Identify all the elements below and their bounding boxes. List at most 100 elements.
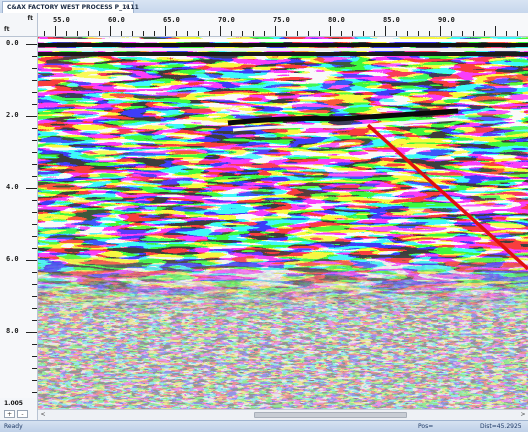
x-tick-label: 75.0	[273, 16, 290, 24]
zoom-control: 1.005 + -	[0, 398, 38, 420]
y-tick-label: 0.0	[6, 39, 19, 47]
y-minor-tick	[32, 164, 37, 165]
x-major-tick	[220, 26, 221, 36]
x-minor-tick	[418, 31, 419, 36]
y-minor-tick	[32, 212, 37, 213]
zoom-out-button[interactable]: -	[17, 410, 28, 418]
x-minor-tick	[99, 31, 100, 36]
x-major-tick	[110, 26, 111, 36]
y-tick-label: 6.0	[6, 255, 19, 263]
x-major-tick	[275, 26, 276, 36]
x-tick-label: 70.0	[218, 16, 235, 24]
y-major-tick	[26, 116, 37, 117]
x-major-tick	[495, 26, 496, 36]
x-minor-tick	[242, 31, 243, 36]
y-minor-tick	[32, 368, 37, 369]
annotation-line	[366, 123, 528, 271]
x-minor-tick	[176, 31, 177, 36]
status-position: Pos=	[418, 423, 434, 430]
document-tab[interactable]: C&AX FACTORY WEST PROCESS P_1111 ×	[2, 1, 139, 13]
y-minor-tick	[32, 68, 37, 69]
x-minor-tick	[209, 31, 210, 36]
y-minor-tick	[32, 176, 37, 177]
y-minor-tick	[32, 248, 37, 249]
y-major-tick	[26, 44, 37, 45]
y-tick-label: 2.0	[6, 111, 19, 119]
y-minor-tick	[32, 80, 37, 81]
y-tick-label: 4.0	[6, 183, 19, 191]
radargram-image	[38, 37, 528, 409]
x-minor-tick	[187, 31, 188, 36]
x-minor-tick	[253, 31, 254, 36]
y-minor-tick	[32, 128, 37, 129]
zoom-in-button[interactable]: +	[4, 410, 15, 418]
x-tick-label: 65.0	[163, 16, 180, 24]
y-tick-label: 8.0	[6, 327, 19, 335]
y-major-tick	[26, 332, 37, 333]
document-tab-strip: C&AX FACTORY WEST PROCESS P_1111 ×	[0, 0, 528, 14]
x-minor-tick	[374, 31, 375, 36]
x-tick-label: 55.0	[53, 16, 70, 24]
y-minor-tick	[32, 140, 37, 141]
y-major-tick	[26, 260, 37, 261]
status-distance: Dist=45.2925	[480, 423, 522, 430]
x-minor-tick	[154, 31, 155, 36]
x-minor-tick	[484, 31, 485, 36]
radargram-plot[interactable]	[38, 37, 528, 409]
x-minor-tick	[66, 31, 67, 36]
y-minor-tick	[32, 284, 37, 285]
x-minor-tick	[88, 31, 89, 36]
x-minor-tick	[143, 31, 144, 36]
x-minor-tick	[286, 31, 287, 36]
x-minor-tick	[121, 31, 122, 36]
x-tick-label: 80.0	[328, 16, 345, 24]
x-major-tick	[165, 26, 166, 36]
y-minor-tick	[32, 296, 37, 297]
y-minor-tick	[32, 272, 37, 273]
scroll-right-icon[interactable]: >	[520, 411, 526, 418]
x-unit-label: ft	[27, 15, 33, 22]
x-minor-tick	[77, 31, 78, 36]
y-minor-tick	[32, 200, 37, 201]
y-minor-tick	[32, 104, 37, 105]
x-major-tick	[55, 26, 56, 36]
y-minor-tick	[32, 152, 37, 153]
x-minor-tick	[352, 31, 353, 36]
y-minor-tick	[32, 344, 37, 345]
zoom-value: 1.005	[4, 400, 23, 407]
y-minor-tick	[32, 308, 37, 309]
horizontal-scrollbar[interactable]: < >	[38, 409, 528, 420]
scroll-left-icon[interactable]: <	[40, 411, 46, 418]
scroll-thumb[interactable]	[254, 412, 407, 418]
tab-close-icon[interactable]: ×	[124, 3, 130, 11]
x-major-tick	[330, 26, 331, 36]
status-bar: Ready Pos= Dist=45.2925	[0, 420, 528, 432]
x-minor-tick	[308, 31, 309, 36]
y-minor-tick	[32, 56, 37, 57]
x-minor-tick	[517, 31, 518, 36]
x-minor-tick	[451, 31, 452, 36]
x-minor-tick	[462, 31, 463, 36]
depth-ruler: 0.0 2.0 4.0 6.0 8.0	[0, 37, 38, 409]
ruler-corner: ft ft	[0, 13, 38, 37]
x-minor-tick	[44, 31, 45, 36]
x-minor-tick	[132, 31, 133, 36]
x-minor-tick	[264, 31, 265, 36]
surface-reflection-bands	[38, 39, 528, 56]
distance-ruler: 55.0 60.0 65.0 70.0 75.0 80.0 85.0 90.0	[38, 13, 528, 37]
x-minor-tick	[341, 31, 342, 36]
x-minor-tick	[198, 31, 199, 36]
x-tick-label: 60.0	[108, 16, 125, 24]
x-minor-tick	[363, 31, 364, 36]
y-minor-tick	[32, 320, 37, 321]
x-major-tick	[440, 26, 441, 36]
x-tick-label: 90.0	[438, 16, 455, 24]
x-minor-tick	[473, 31, 474, 36]
tab-title: C&AX FACTORY WEST PROCESS P_1111	[7, 4, 139, 11]
status-ready: Ready	[4, 423, 23, 430]
x-minor-tick	[407, 31, 408, 36]
y-minor-tick	[32, 236, 37, 237]
y-minor-tick	[32, 392, 37, 393]
y-major-tick	[26, 188, 37, 189]
